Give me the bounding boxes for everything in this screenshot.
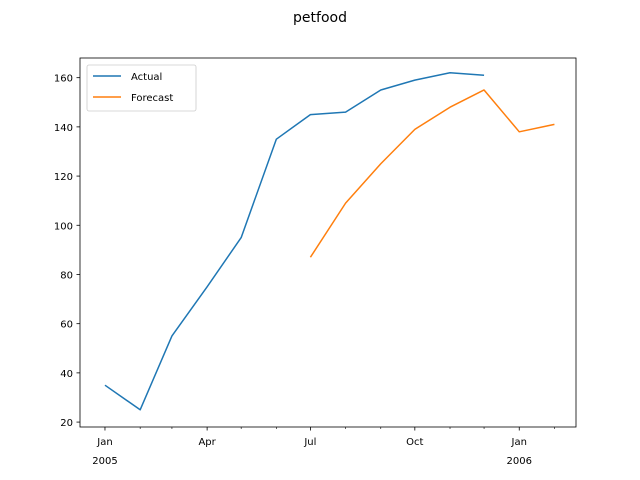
legend: Actual Forecast: [86, 64, 197, 112]
axes-frame: [79, 57, 577, 428]
x-tick-label: Jul: [303, 437, 316, 448]
x-tick-sublabel: 2005: [92, 456, 117, 467]
y-tick-label: 80: [60, 270, 73, 281]
legend-label-actual: Actual: [131, 72, 162, 83]
x-tick-sublabel: 2006: [507, 456, 532, 467]
x-tick-label: Oct: [406, 437, 423, 448]
legend-label-forecast: Forecast: [131, 93, 173, 104]
y-tick-label: 20: [60, 418, 73, 429]
x-tick-label: Jan: [96, 437, 112, 448]
chart-title: petfood: [293, 10, 347, 26]
y-tick-label: 140: [54, 123, 73, 134]
series-line-forecast: [309, 89, 555, 258]
y-tick-label: 60: [60, 320, 73, 331]
y-tick-label: 100: [54, 221, 73, 232]
x-tick-label: Jan: [511, 437, 527, 448]
x-tick-label: Apr: [198, 437, 216, 448]
y-tick-label: 120: [54, 172, 73, 183]
plot-area: 20 40 60 80 100 120 140 160 Jan 2005 Apr Jul Oct Jan 2…: [54, 57, 577, 467]
y-tick-label: 160: [54, 74, 73, 85]
series-line-actual: [104, 72, 485, 411]
y-tick-label: 40: [60, 369, 73, 380]
